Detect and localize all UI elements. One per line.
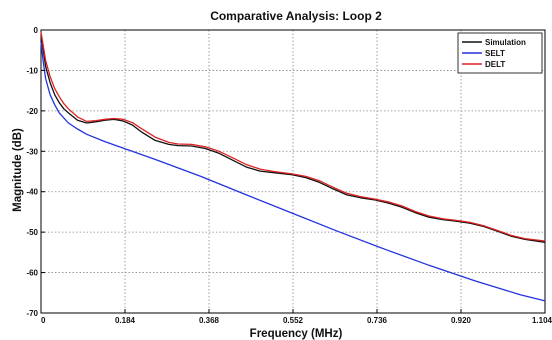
y-tick-label: -70 [26, 309, 38, 318]
x-axis-ticks: 0 0.184 0.368 0.552 0.736 0.920 1.104 [40, 309, 552, 325]
x-tick-label: 0 [41, 316, 46, 325]
x-tick-label: 0.920 [451, 316, 472, 325]
y-tick-label: -60 [26, 269, 38, 278]
y-axis-ticks: 0 -10 -20 -30 -40 -50 -60 -70 [26, 26, 45, 318]
x-tick-label: 0.736 [367, 316, 388, 325]
legend-label-selt: SELT [485, 49, 505, 58]
y-tick-label: 0 [34, 26, 39, 35]
legend-label-simulation: Simulation [485, 38, 526, 47]
y-tick-label: -10 [26, 66, 38, 75]
x-axis-label: Frequency (MHz) [250, 328, 343, 340]
y-tick-label: -40 [26, 188, 38, 197]
x-tick-label: 0.184 [115, 316, 136, 325]
series-line-delt [40, 31, 546, 242]
x-tick-label: 1.104 [532, 316, 552, 325]
y-tick-label: -50 [26, 228, 38, 237]
series-line-simulation [40, 33, 546, 243]
x-tick-label: 0.368 [199, 316, 220, 325]
series-line-selt [40, 42, 546, 302]
legend: Simulation SELT DELT [457, 32, 543, 74]
y-tick-label: -30 [26, 147, 38, 156]
x-tick-label: 0.552 [283, 316, 304, 325]
y-axis-label: Magnitude (dB) [12, 128, 24, 212]
y-tick-label: -20 [26, 107, 38, 116]
series-layer [40, 31, 546, 302]
chart-title: Comparative Analysis: Loop 2 [210, 9, 382, 23]
legend-label-delt: DELT [485, 60, 505, 69]
